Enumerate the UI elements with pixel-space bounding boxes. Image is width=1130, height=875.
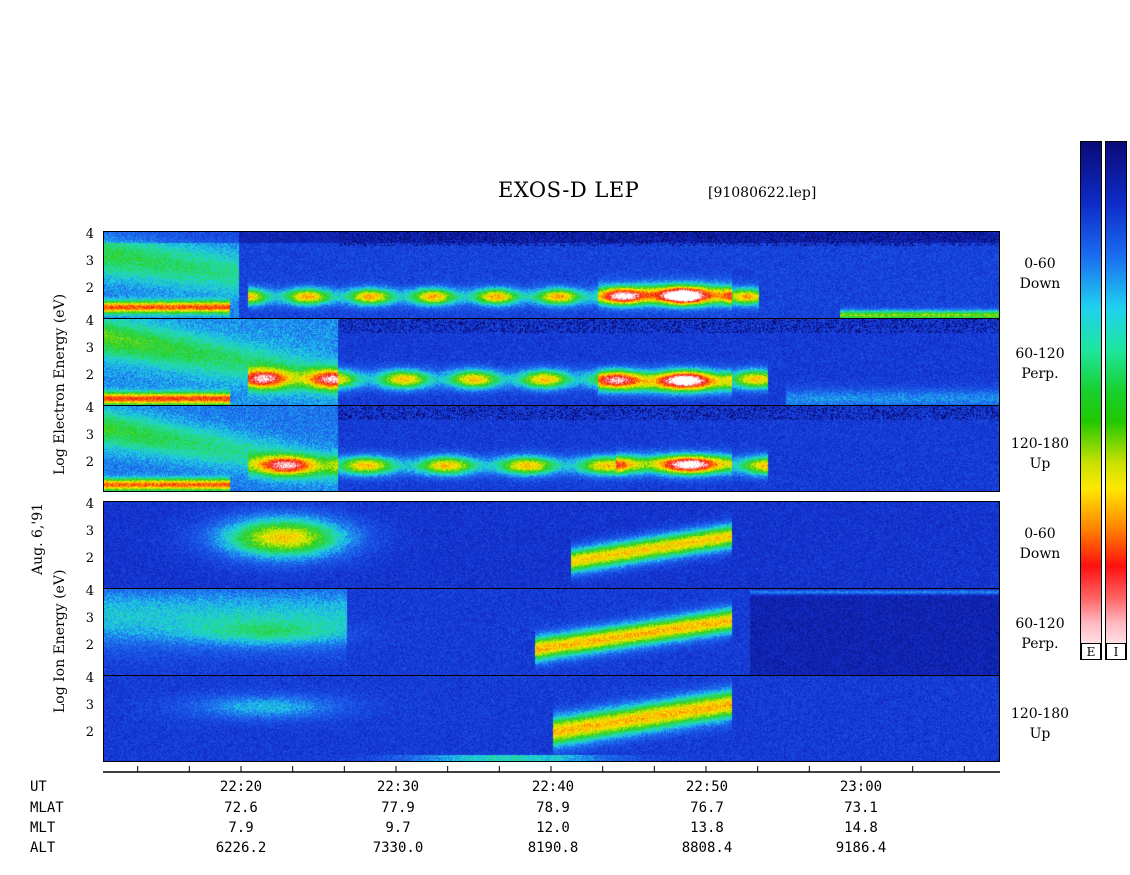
y-tick-label: 3 [85, 254, 94, 269]
electron-down-panel [103, 231, 1000, 319]
orbit-row-value: 78.9 [536, 800, 570, 816]
y-tick-label: 2 [85, 368, 94, 383]
ion-up-spectrogram [104, 676, 999, 761]
orbit-row-label: MLT [30, 820, 56, 836]
orbit-row-value: 73.1 [844, 800, 878, 816]
y-tick-label: 4 [85, 497, 94, 512]
orbit-row-value: 9.7 [385, 820, 411, 836]
electron-down-spectrogram [104, 232, 999, 318]
orbit-row-value: 77.9 [381, 800, 415, 816]
orbit-row-value: 7.9 [228, 820, 254, 836]
y-tick-label: 3 [85, 524, 94, 539]
electron-colorbar [1080, 141, 1102, 660]
ion-perp-spectrogram [104, 589, 999, 675]
electron-up-panel [103, 405, 1000, 492]
orbit-row-label: MLAT [30, 800, 64, 816]
y-tick-label: 3 [85, 341, 94, 356]
orbit-row-value: 8190.8 [527, 840, 579, 856]
y-tick-label: 4 [85, 227, 94, 242]
y-tick-label: 2 [85, 638, 94, 653]
y-tick-label: 4 [85, 401, 94, 416]
ion-y-axis-label: Log Ion Energy (eV) [52, 569, 68, 713]
electron-y-axis-label: Log Electron Energy (eV) [52, 293, 68, 475]
y-tick-label: 2 [85, 725, 94, 740]
y-tick-label: 4 [85, 314, 94, 329]
ion-colorbar-label: I [1106, 643, 1126, 660]
orbit-row-value: 13.8 [690, 820, 724, 836]
electron-perp-panel [103, 318, 1000, 406]
y-tick-label: 3 [85, 428, 94, 443]
chart-title: EXOS-D LEP [498, 178, 640, 202]
file-name: [91080622.lep] [708, 185, 817, 201]
orbit-row-value: 14.8 [844, 820, 878, 836]
ion-colorbar [1105, 141, 1127, 660]
ion-down-panel [103, 501, 1000, 589]
panel-angle-label: 120-180 Up [1010, 436, 1070, 472]
y-tick-label: 2 [85, 551, 94, 566]
panel-angle-label: 60-120 Perp. [1015, 346, 1065, 382]
y-tick-label: 4 [85, 584, 94, 599]
orbit-row-value: 6226.2 [215, 840, 267, 856]
orbit-row-value: 22:20 [219, 779, 263, 795]
panel-angle-label: 0-60 Down [1019, 526, 1061, 562]
y-tick-label: 2 [85, 455, 94, 470]
ion-up-panel [103, 675, 1000, 762]
orbit-row-value: 9186.4 [835, 840, 887, 856]
orbit-row-value: 22:50 [685, 779, 729, 795]
y-tick-label: 3 [85, 611, 94, 626]
electron-up-spectrogram [104, 406, 999, 491]
orbit-row-label: ALT [30, 840, 56, 856]
ion-down-spectrogram [104, 502, 999, 588]
y-tick-label: 3 [85, 698, 94, 713]
y-tick-label: 4 [85, 671, 94, 686]
date-label: Aug. 6,'91 [30, 502, 46, 575]
orbit-row-value: 7330.0 [372, 840, 424, 856]
orbit-row-label: UT [30, 779, 47, 795]
orbit-row-value: 72.6 [224, 800, 258, 816]
panel-angle-label: 0-60 Down [1019, 256, 1061, 292]
orbit-row-value: 22:30 [376, 779, 420, 795]
panel-angle-label: 120-180 Up [1010, 706, 1070, 742]
orbit-row-value: 76.7 [690, 800, 724, 816]
panel-angle-label: 60-120 Perp. [1015, 616, 1065, 652]
ion-perp-panel [103, 588, 1000, 676]
electron-colorbar-label: E [1081, 643, 1101, 660]
orbit-row-value: 8808.4 [681, 840, 733, 856]
orbit-row-value: 22:40 [531, 779, 575, 795]
electron-perp-spectrogram [104, 319, 999, 405]
orbit-row-value: 23:00 [839, 779, 883, 795]
orbit-row-value: 12.0 [536, 820, 570, 836]
y-tick-label: 2 [85, 281, 94, 296]
